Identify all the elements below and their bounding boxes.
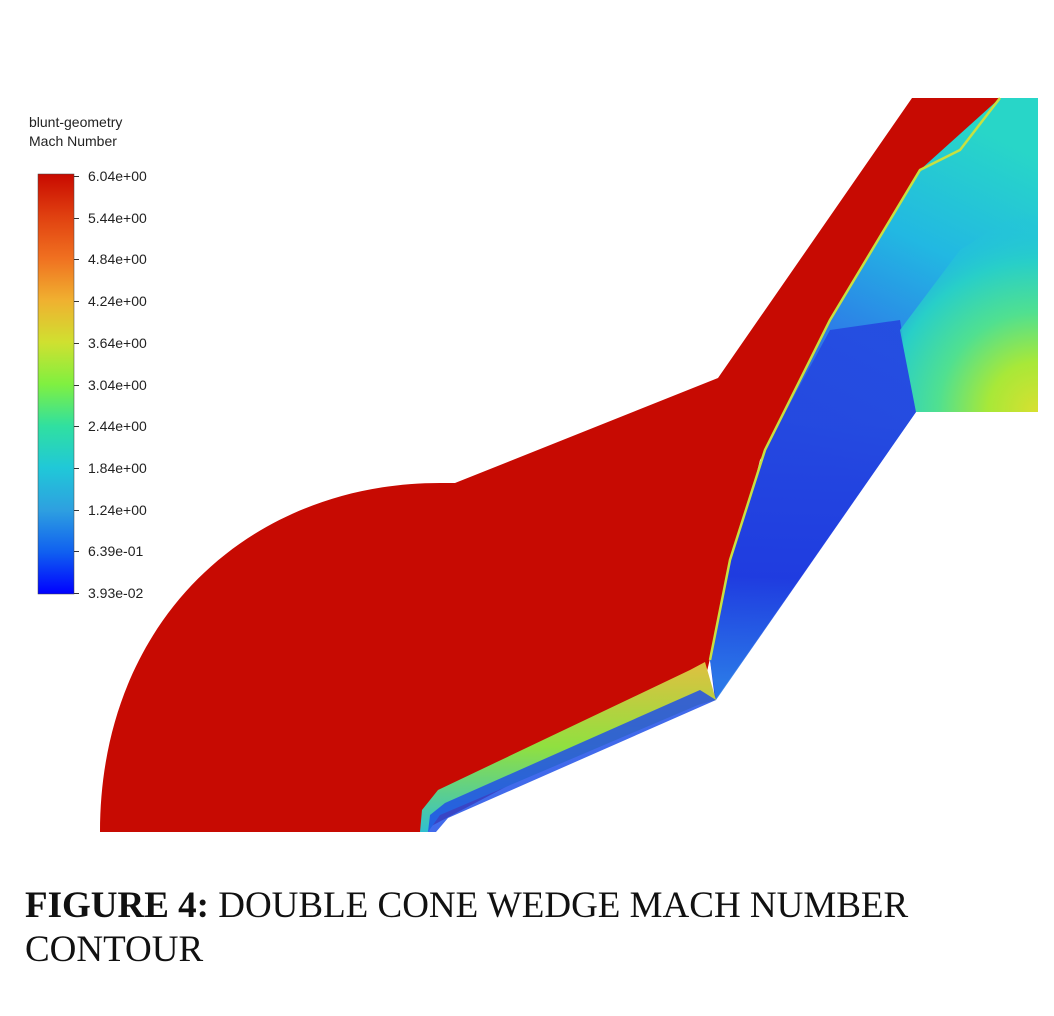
- colorbar: [37, 173, 75, 595]
- caption-label: FIGURE 4:: [25, 885, 209, 926]
- colorbar-tick-mark: [74, 301, 79, 303]
- colorbar-tick-label: 1.84e+00: [88, 459, 147, 476]
- colorbar-tick-label: 3.64e+00: [88, 334, 147, 351]
- legend-title: blunt-geometry Mach Number: [29, 113, 122, 151]
- colorbar-tick-label: 4.84e+00: [88, 251, 147, 268]
- colorbar-tick-mark: [74, 259, 79, 261]
- expansion-fan-region: [900, 200, 1038, 412]
- colorbar-tick-label: 2.44e+00: [88, 418, 147, 435]
- colorbar-tick-mark: [74, 593, 79, 594]
- colorbar-tick-label: 5.44e+00: [88, 209, 147, 226]
- colorbar-tick-label: 6.39e-01: [88, 543, 144, 560]
- freestream-region: [100, 98, 1000, 832]
- colorbar-tick-mark: [74, 217, 79, 219]
- figure-caption: FIGURE 4: DOUBLE CONE WEDGE MACH NUMBER …: [25, 884, 1025, 972]
- colorbar-tick-mark: [74, 426, 79, 428]
- colorbar-tick-mark: [74, 342, 79, 344]
- colorbar-tick-mark: [74, 509, 79, 511]
- legend-title-variable: Mach Number: [29, 133, 117, 149]
- colorbar-tick-label: 3.93e-02: [88, 585, 144, 601]
- colorbar-tick-mark: [74, 467, 79, 469]
- colorbar-tick-mark: [74, 551, 79, 553]
- colorbar-tick-label: 3.04e+00: [88, 376, 147, 393]
- legend-title-geometry: blunt-geometry: [29, 114, 123, 130]
- bow-shock-line: [708, 97, 1001, 661]
- low-mach-region: [710, 320, 916, 700]
- colorbar-tick-label: 6.04e+00: [88, 168, 147, 184]
- colorbar-tick-label: 4.24e+00: [88, 293, 147, 310]
- colorbar-tick-mark: [74, 176, 79, 177]
- near-wall-layer: [428, 690, 716, 832]
- mach-contour-plot: [37, 97, 1038, 832]
- colorbar-tick-mark: [74, 384, 79, 386]
- caption-text: DOUBLE CONE WEDGE MACH NUMBER CONTOUR: [25, 885, 909, 970]
- colorbar-tick-label: 1.24e+00: [88, 501, 147, 518]
